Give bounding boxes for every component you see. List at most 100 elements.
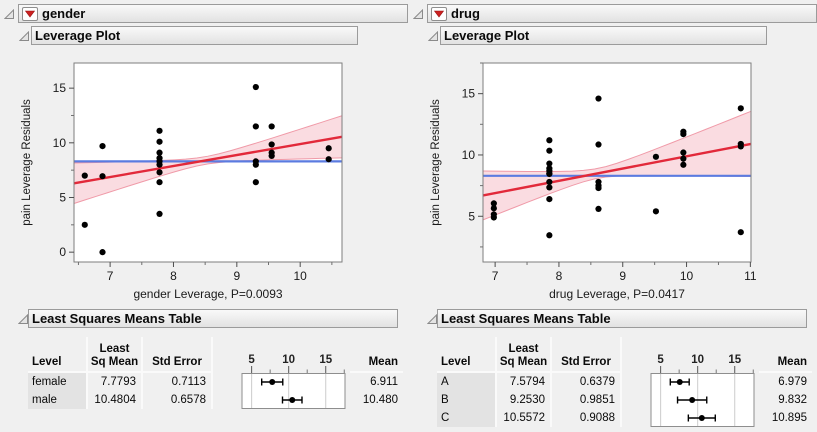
ls-mean-point[interactable] xyxy=(689,397,696,403)
scatter-point[interactable] xyxy=(546,170,553,178)
disclosure-icon[interactable] xyxy=(413,9,424,20)
lsm-level-cell: male xyxy=(28,391,88,409)
scatter-point[interactable] xyxy=(546,160,553,167)
scatter-point[interactable] xyxy=(156,149,163,156)
scatter-point[interactable] xyxy=(737,229,744,236)
svg-text:10: 10 xyxy=(294,269,308,283)
red-triangle-menu-button[interactable] xyxy=(22,6,38,21)
svg-text:7: 7 xyxy=(492,269,499,283)
leverage-plot-canvas[interactable]: 7 8 9 10 0 5 10 15 gender Leverage, P=0.0093 pain… xyxy=(4,50,404,302)
scatter-point[interactable] xyxy=(546,147,553,154)
lsm-lsmean-cell: 9.2530 xyxy=(497,391,552,409)
header-line: Least xyxy=(99,343,130,355)
scatter-point[interactable] xyxy=(595,141,602,148)
scatter-point[interactable] xyxy=(490,205,497,212)
scatter-point[interactable] xyxy=(268,152,275,160)
means-plot-axis: 5 10 15 xyxy=(622,337,759,373)
svg-text:15: 15 xyxy=(53,81,67,95)
scatter-point[interactable] xyxy=(490,214,497,221)
scatter-point[interactable] xyxy=(652,153,660,160)
scatter-point[interactable] xyxy=(252,123,259,130)
scatter-point[interactable] xyxy=(325,156,332,163)
scatter-point[interactable] xyxy=(680,131,687,138)
scatter-point[interactable] xyxy=(546,195,553,203)
scatter-point[interactable] xyxy=(737,105,744,112)
column-header-mean: Mean xyxy=(350,337,403,373)
scatter-point[interactable] xyxy=(156,179,163,186)
lsm-mean-cell: 6.979 xyxy=(778,376,807,388)
svg-text:drug Leverage, P=0.0417: drug Leverage, P=0.0417 xyxy=(549,287,685,301)
ls-mean-point[interactable] xyxy=(289,397,296,403)
scatter-point[interactable] xyxy=(737,143,744,150)
scatter-point[interactable] xyxy=(680,155,687,162)
outline-header-lsmeans-table[interactable]: Least Squares Means Table xyxy=(437,309,807,328)
svg-text:10: 10 xyxy=(691,354,704,366)
scatter-point[interactable] xyxy=(595,95,602,102)
outline-header-leverage-plot[interactable]: Leverage Plot xyxy=(31,26,358,45)
scatter-point[interactable] xyxy=(595,205,602,213)
column-header-least-sq-mean: Least Sq Mean xyxy=(497,337,552,373)
panel-title: drug xyxy=(451,6,480,21)
scatter-point[interactable] xyxy=(595,184,602,192)
scatter-point[interactable] xyxy=(652,208,660,215)
scatter-point[interactable] xyxy=(546,232,553,239)
scatter-point[interactable] xyxy=(81,172,88,179)
disclosure-icon[interactable] xyxy=(428,31,439,42)
scatter-point[interactable] xyxy=(156,127,163,134)
lsm-stderror-cell: 0.9851 xyxy=(552,391,622,409)
scatter-point[interactable] xyxy=(546,184,553,191)
disclosure-icon[interactable] xyxy=(19,31,30,42)
ls-mean-point[interactable] xyxy=(698,415,705,421)
scatter-point[interactable] xyxy=(156,210,163,217)
lsm-level-cell: B xyxy=(437,391,497,409)
scatter-point[interactable] xyxy=(490,200,497,207)
scatter-point[interactable] xyxy=(156,161,163,168)
scatter-point[interactable] xyxy=(156,169,163,176)
scatter-point[interactable] xyxy=(680,149,687,156)
lsm-lsmean-cell: 10.5572 xyxy=(497,409,552,427)
svg-text:0: 0 xyxy=(59,245,66,259)
lsm-stderror-cell: 0.7113 xyxy=(143,373,213,391)
lsm-lsmean-cell: 7.7793 xyxy=(88,373,143,391)
ls-mean-point[interactable] xyxy=(676,379,683,385)
scatter-point[interactable] xyxy=(546,137,553,144)
scatter-point[interactable] xyxy=(99,173,106,180)
red-triangle-icon xyxy=(434,10,444,17)
leverage-plot-canvas[interactable]: 7 8 9 10 11 5 10 15 drug Leverage, P=0.0417 pain … xyxy=(413,50,813,302)
disclosure-icon[interactable] xyxy=(4,9,15,20)
column-header-std-error: Std Error xyxy=(552,337,622,373)
disclosure-icon[interactable] xyxy=(427,314,438,325)
svg-text:9: 9 xyxy=(233,269,240,283)
means-plot-axis: 5 10 15 xyxy=(213,337,350,373)
scatter-point[interactable] xyxy=(546,178,553,186)
ls-mean-point[interactable] xyxy=(269,379,276,385)
column-header-level: Level xyxy=(437,337,497,373)
scatter-point[interactable] xyxy=(325,145,332,152)
scatter-point[interactable] xyxy=(268,123,275,130)
svg-text:15: 15 xyxy=(462,87,476,101)
svg-text:8: 8 xyxy=(170,269,177,283)
scatter-point[interactable] xyxy=(99,142,106,150)
column-header-least-sq-mean: Least Sq Mean xyxy=(88,337,143,373)
scatter-point[interactable] xyxy=(252,161,259,168)
disclosure-icon[interactable] xyxy=(18,314,29,325)
outline-header-gender[interactable]: gender xyxy=(18,4,408,23)
scatter-point[interactable] xyxy=(680,161,687,168)
outline-header-lsmeans-table[interactable]: Least Squares Means Table xyxy=(28,309,398,328)
scatter-point[interactable] xyxy=(252,179,259,186)
scatter-point[interactable] xyxy=(156,138,163,145)
red-triangle-menu-button[interactable] xyxy=(431,6,447,21)
outline-header-drug[interactable]: drug xyxy=(427,4,817,23)
svg-text:8: 8 xyxy=(556,269,563,283)
scatter-point[interactable] xyxy=(99,249,106,256)
scatter-point[interactable] xyxy=(252,83,259,91)
outline-header-leverage-plot[interactable]: Leverage Plot xyxy=(440,26,767,45)
column-header-std-error: Std Error xyxy=(143,337,213,373)
means-comparison-plot[interactable] xyxy=(213,373,350,409)
scatter-point[interactable] xyxy=(268,141,275,148)
scatter-point[interactable] xyxy=(81,221,88,228)
means-comparison-plot[interactable] xyxy=(622,373,759,427)
column-header-level: Level xyxy=(28,337,88,373)
section-title: Leverage Plot xyxy=(444,28,530,43)
svg-text:5: 5 xyxy=(248,354,255,366)
